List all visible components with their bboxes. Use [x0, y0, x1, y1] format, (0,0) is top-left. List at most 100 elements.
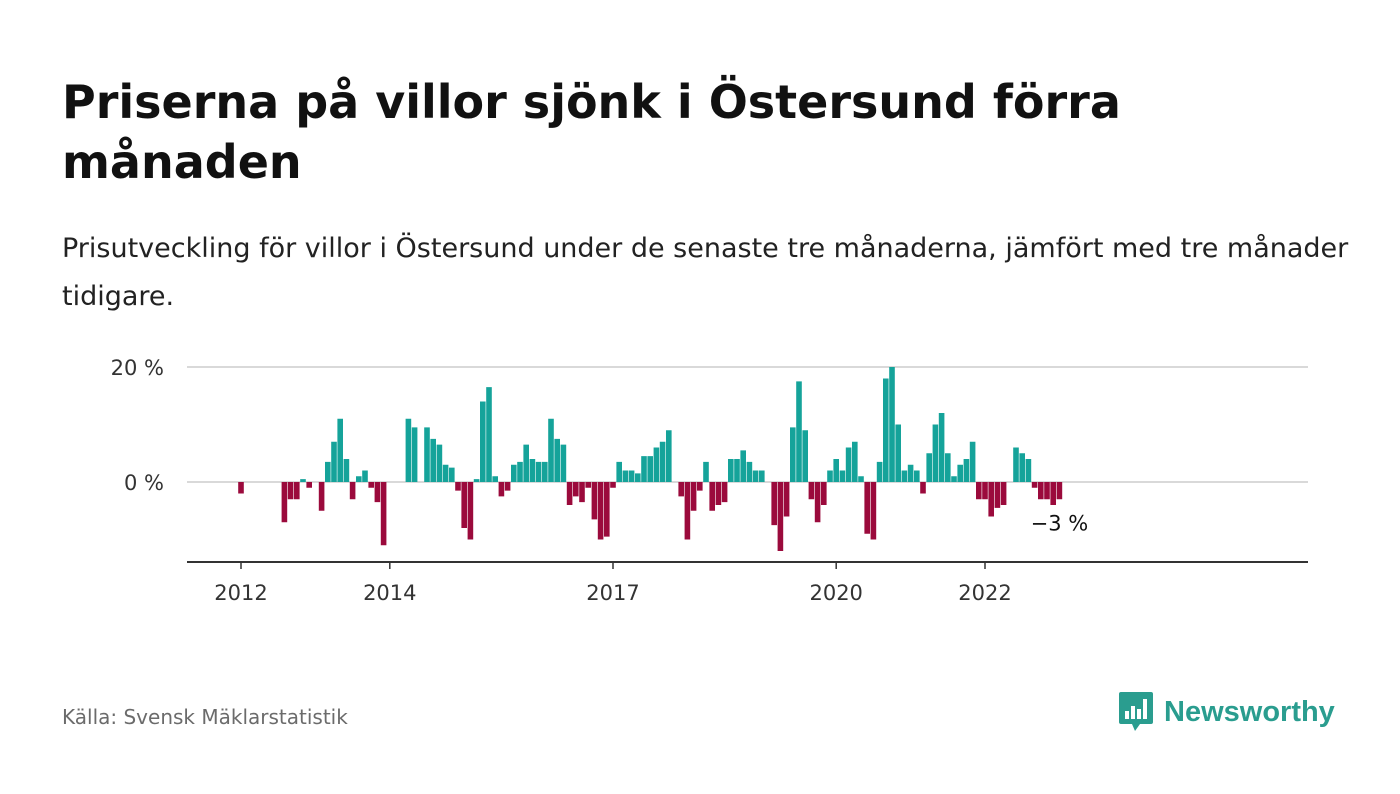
bar — [604, 482, 610, 537]
bar — [945, 453, 951, 482]
bar — [374, 482, 381, 503]
bar — [783, 482, 790, 517]
bar — [982, 482, 988, 500]
brand-logo: Newsworthy — [1118, 688, 1335, 736]
bar — [653, 447, 660, 482]
bar — [858, 476, 864, 482]
bar — [517, 461, 523, 483]
bar — [1025, 459, 1032, 482]
bar — [356, 476, 362, 482]
bar — [703, 461, 709, 483]
bar — [542, 461, 548, 483]
bar — [938, 413, 945, 482]
bar — [430, 438, 436, 483]
axis-labels: 0 % 20 % 2012 2014 2017 2020 2022 −3 % — [111, 356, 1089, 605]
bar — [728, 459, 734, 482]
bar — [238, 482, 244, 494]
bar — [827, 470, 833, 482]
bar — [294, 482, 300, 500]
bar — [337, 418, 343, 482]
bar — [449, 467, 455, 483]
bar — [814, 482, 821, 523]
bar — [926, 453, 932, 482]
bar — [777, 482, 784, 551]
bar — [734, 459, 740, 482]
bar — [951, 476, 957, 482]
bar — [411, 427, 418, 483]
bar — [845, 447, 852, 482]
bar — [988, 482, 994, 517]
bar — [486, 387, 492, 483]
bar-chart: 0 % 20 % 2012 2014 2017 2020 2022 −3 % — [111, 356, 1308, 605]
bar — [1000, 482, 1007, 505]
bar — [343, 459, 350, 482]
bar — [597, 482, 604, 540]
brand-name: Newsworthy — [1164, 695, 1335, 728]
bar — [560, 444, 567, 483]
bar — [895, 424, 901, 482]
bar — [697, 482, 703, 491]
bar — [622, 470, 629, 482]
bar — [504, 482, 511, 491]
bar — [821, 482, 827, 505]
bar — [585, 482, 591, 488]
bar — [467, 482, 474, 540]
bar — [1031, 482, 1038, 488]
bar — [473, 479, 480, 483]
bar — [511, 464, 517, 482]
bar — [920, 482, 926, 494]
bar — [566, 482, 573, 505]
bar — [957, 464, 963, 482]
x-tick-label: 2017 — [586, 581, 639, 605]
bar — [641, 456, 647, 483]
bar — [876, 461, 883, 483]
bar — [492, 476, 498, 482]
bar — [529, 459, 536, 482]
bar — [666, 430, 672, 482]
bar — [976, 482, 982, 500]
bar — [325, 461, 331, 483]
x-axis — [187, 561, 1308, 569]
bar — [318, 482, 325, 511]
bar — [740, 450, 746, 483]
bar — [554, 438, 560, 483]
bar — [424, 427, 430, 483]
bar — [442, 464, 449, 482]
bar — [461, 482, 467, 528]
bar — [349, 482, 356, 500]
bar — [796, 381, 802, 483]
newsworthy-icon — [1119, 692, 1153, 731]
bar — [721, 482, 728, 503]
bar — [1056, 482, 1063, 500]
bar — [914, 470, 920, 482]
x-tick-label: 2022 — [958, 581, 1011, 605]
bar — [659, 441, 666, 482]
bar — [610, 482, 616, 488]
bar — [690, 482, 697, 511]
bar — [362, 470, 368, 482]
bar — [306, 482, 312, 488]
bar — [368, 482, 374, 488]
bar — [616, 461, 622, 483]
bar — [833, 459, 839, 482]
bar — [498, 482, 505, 497]
bar — [436, 444, 443, 483]
bar — [331, 441, 337, 482]
bar — [405, 418, 412, 482]
bar — [628, 470, 635, 482]
bar — [1050, 482, 1056, 505]
source-note: Källa: Svensk Mäklarstatistik — [62, 705, 348, 729]
bar — [678, 482, 684, 497]
x-tick-label: 2014 — [363, 581, 416, 605]
bar — [635, 473, 641, 483]
bar — [1038, 482, 1044, 500]
bar — [579, 482, 585, 503]
page-subtitle: Prisutveckling för villor i Östersund un… — [62, 233, 1349, 312]
bar — [901, 470, 908, 482]
bar — [573, 482, 579, 497]
bar — [994, 482, 1001, 508]
bar — [1019, 453, 1025, 482]
bar — [647, 456, 653, 483]
bar — [287, 482, 294, 500]
x-tick-label: 2012 — [214, 581, 267, 605]
